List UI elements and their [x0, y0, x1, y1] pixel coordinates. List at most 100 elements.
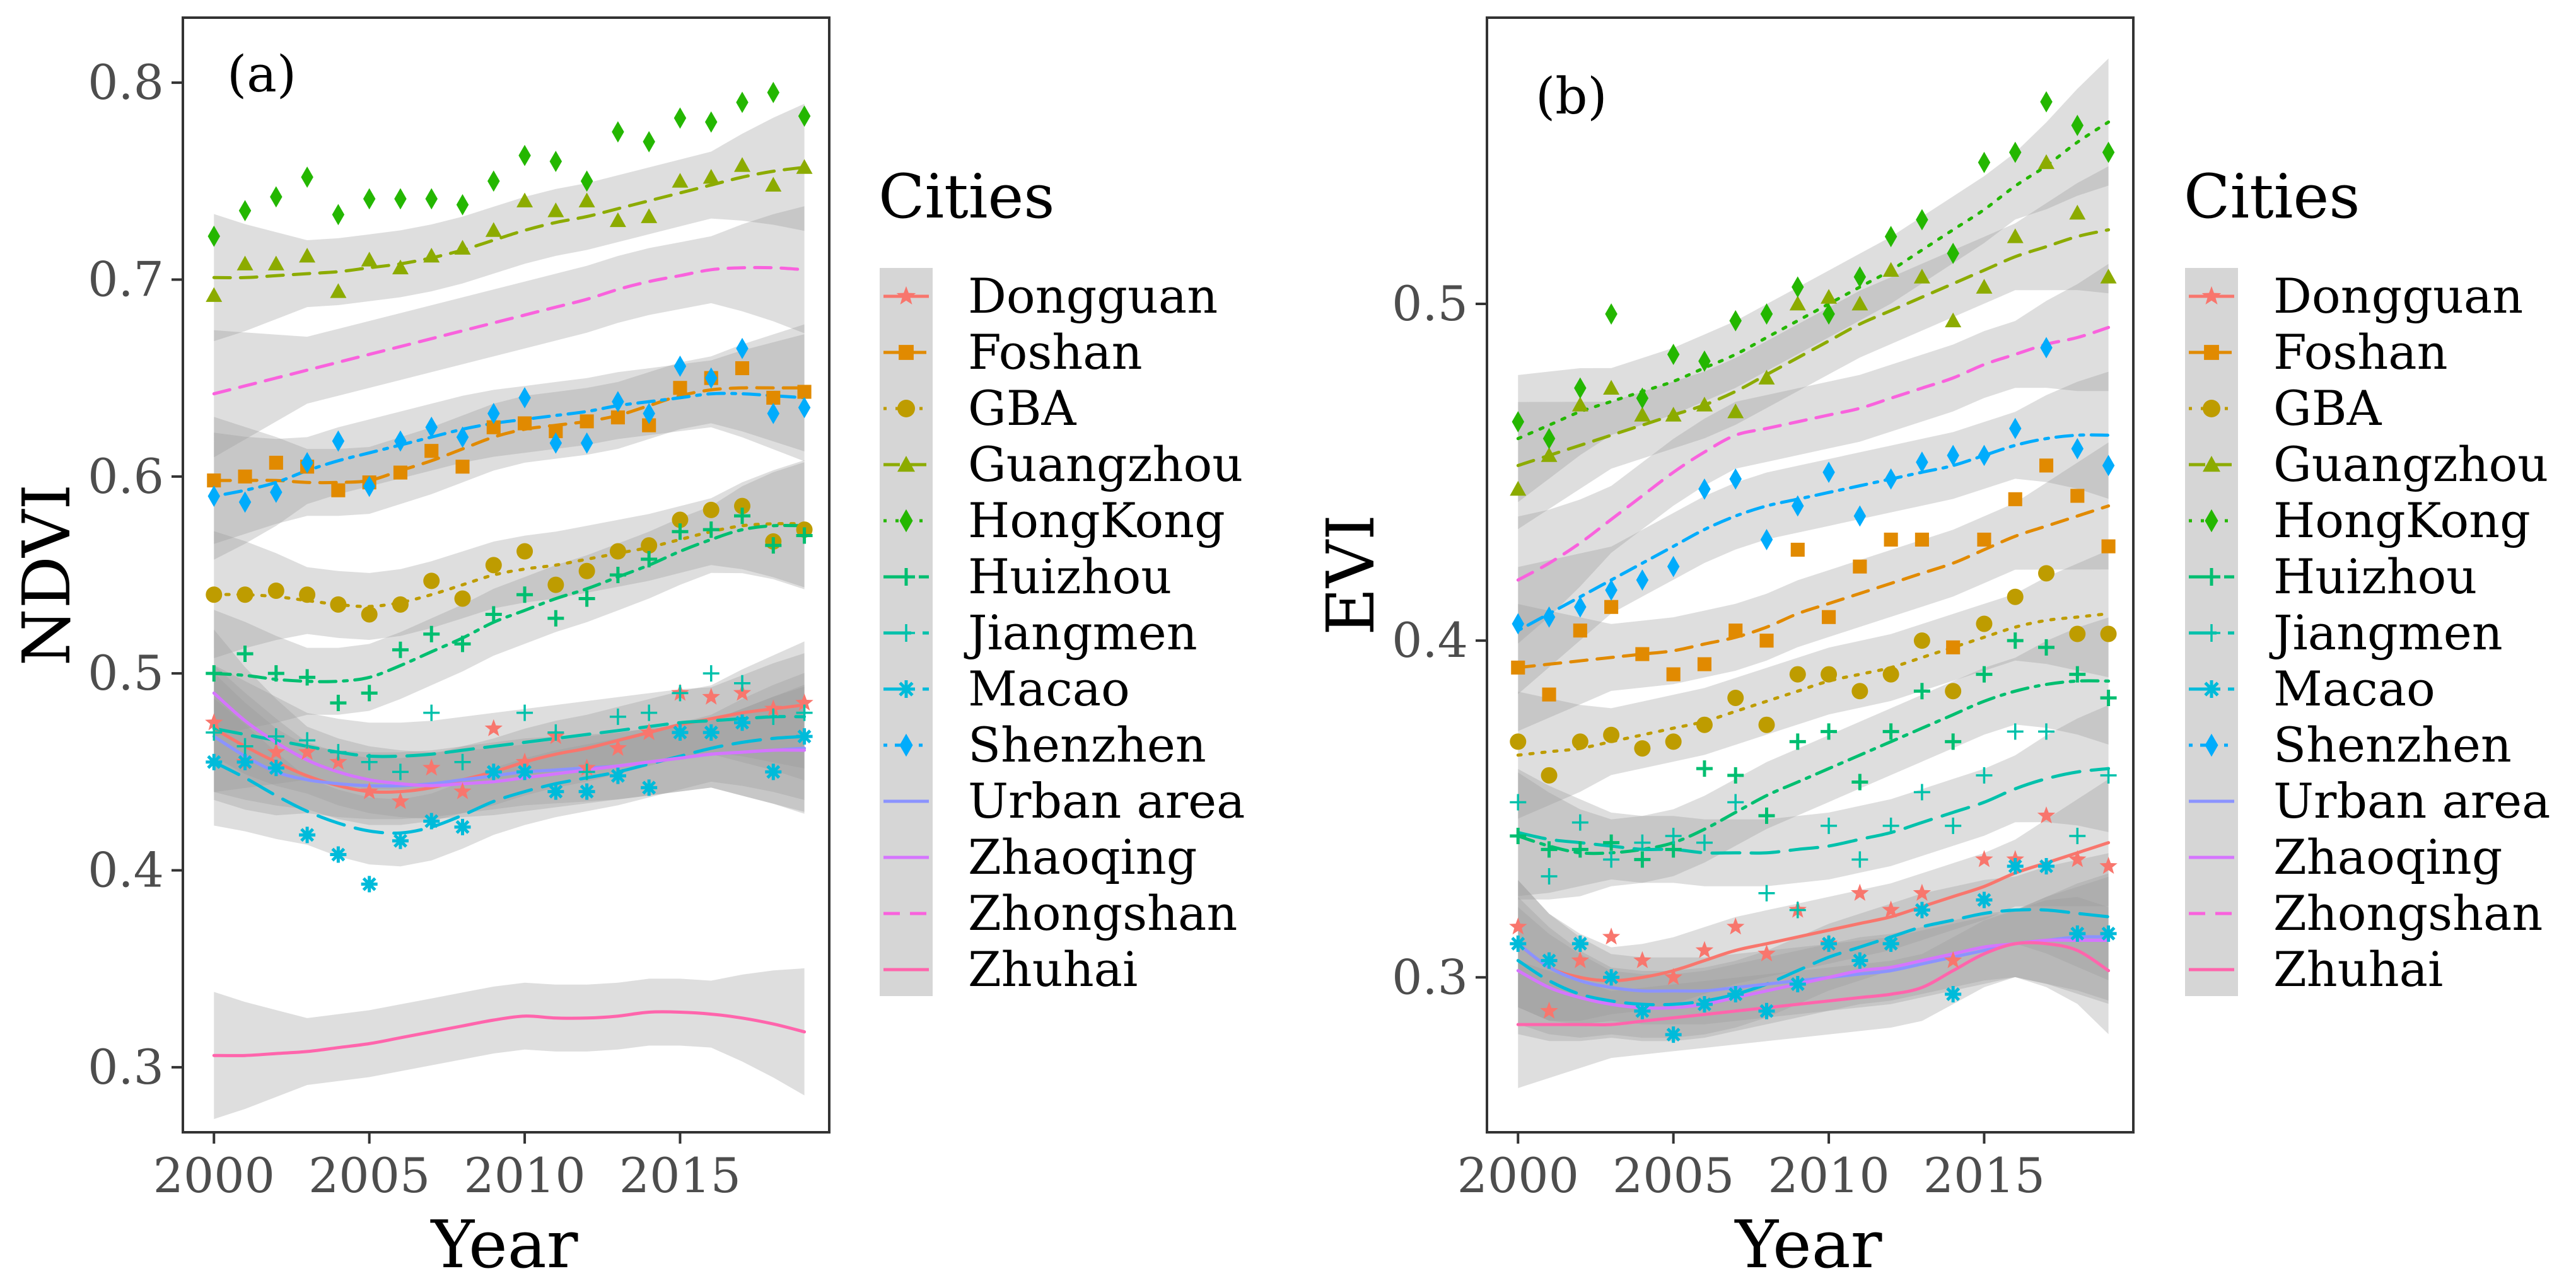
panel-b-label: (b)	[1536, 67, 1607, 125]
data-point-foshan	[2070, 489, 2085, 503]
data-point-foshan	[1604, 600, 1619, 614]
data-point-dongguan	[1602, 927, 1621, 945]
data-point-hongkong	[425, 188, 438, 210]
data-point-dongguan	[733, 683, 752, 701]
data-point-foshan	[1635, 647, 1650, 661]
data-point-foshan	[518, 416, 532, 431]
panel-b-trend-macao	[1516, 908, 2111, 1007]
data-point-guangzhou	[1851, 296, 1868, 311]
panel-a-trend-lines	[212, 165, 807, 1057]
data-point-jiangmen	[392, 763, 409, 780]
legend-item-zhongshan: Zhongshan	[2189, 885, 2543, 941]
data-point-huizhou	[423, 625, 440, 642]
data-point-jiangmen	[1758, 885, 1775, 902]
data-point-foshan	[1728, 624, 1743, 638]
data-point-gba	[1603, 726, 1620, 743]
legend-label: Zhuhai	[2273, 941, 2443, 997]
data-point-hongkong	[2008, 141, 2022, 163]
data-point-shenzhen	[425, 416, 438, 438]
data-point-macao	[796, 728, 813, 745]
legend-item-shenzhen: Shenzhen	[2189, 717, 2512, 773]
data-point-dongguan	[1664, 968, 1682, 985]
data-point-jiangmen	[1696, 834, 1713, 851]
data-point-guangzhou	[1758, 369, 1775, 385]
data-point-macao	[1789, 975, 1806, 992]
data-point-hongkong	[673, 107, 687, 129]
data-point-huizhou	[765, 537, 782, 554]
panel-a-ytick-label: 0.6	[88, 448, 164, 504]
panel-a-x-axis: 2000 2005 2010 2015	[153, 1132, 741, 1204]
panel-a-points-foshan	[207, 361, 812, 497]
panel-b-trend-zhongshan	[1516, 325, 2111, 582]
panel-a-xtick-label: 2015	[619, 1147, 741, 1204]
data-point-macao	[1913, 902, 1930, 919]
panel-a-trend-huizhou	[212, 523, 807, 683]
data-point-dongguan	[484, 719, 503, 736]
legend-key-marker	[896, 286, 916, 305]
legend-item-gba: GBA	[883, 380, 1077, 436]
panel-a-band-huizhou	[214, 462, 805, 737]
panel-b-points-foshan	[1511, 458, 2116, 702]
data-point-dongguan	[423, 758, 441, 776]
data-point-hongkong	[1978, 151, 1991, 173]
data-point-gba	[672, 511, 689, 528]
data-point-dongguan	[329, 752, 347, 770]
data-point-shenzhen	[1884, 468, 1897, 490]
data-point-gba	[702, 501, 720, 518]
data-point-macao	[2069, 925, 2086, 942]
data-point-guangzhou	[2069, 204, 2086, 220]
data-point-huizhou	[1913, 683, 1930, 700]
data-point-guangzhou	[2038, 154, 2055, 170]
data-point-gba	[454, 590, 471, 607]
data-point-jiangmen	[547, 724, 564, 741]
legend-a-title: Cities	[878, 161, 1055, 232]
data-point-gba	[236, 586, 254, 603]
panel-b-band-dongguan	[1518, 779, 2109, 1021]
data-point-shenzhen	[2040, 337, 2053, 359]
panel-a-points	[205, 81, 813, 893]
data-point-guangzhou	[299, 247, 316, 263]
legend-a: Cities DongguanFoshanGBAGuangzhouHongKon…	[878, 161, 1245, 997]
legend-item-jiangmen: Jiangmen	[2189, 605, 2503, 661]
data-point-guangzhou	[1882, 262, 1899, 277]
panel-b-trend-shenzhen	[1516, 433, 2111, 632]
data-point-macao	[1758, 1002, 1775, 1019]
data-point-macao	[2100, 925, 2117, 942]
legend-label: HongKong	[968, 492, 1225, 548]
data-point-hongkong	[332, 204, 345, 226]
data-point-shenzhen	[1667, 555, 1680, 577]
data-point-hongkong	[2102, 141, 2115, 163]
legend-key-marker	[899, 509, 913, 533]
legend-item-hongkong: HongKong	[2189, 492, 2531, 548]
panel-b-xtick-label: 2005	[1612, 1147, 1734, 1204]
data-point-gba	[2038, 565, 2055, 582]
data-point-guangzhou	[330, 283, 347, 298]
data-point-hongkong	[580, 170, 593, 192]
data-point-guangzhou	[547, 202, 564, 218]
panel-b-trend-huizhou	[1516, 679, 2111, 856]
panel-b-points-huizhou	[1510, 632, 2117, 868]
panel-b-band-shenzhen	[1518, 371, 2109, 694]
legend-label: Jiangmen	[2269, 605, 2503, 661]
data-point-hongkong	[643, 131, 655, 153]
data-point-macao	[765, 763, 782, 780]
legend-label: Zhaoqing	[968, 829, 1197, 885]
data-point-jiangmen	[609, 708, 626, 725]
legend-key-marker	[2203, 400, 2220, 417]
data-point-huizhou	[1571, 841, 1588, 858]
panel-a-trend-zhaoqing	[212, 691, 807, 787]
data-point-gba	[2100, 625, 2117, 642]
data-point-jiangmen	[2100, 767, 2117, 784]
panel-b-points	[1509, 91, 2118, 1043]
panel-b-points-shenzhen	[1512, 337, 2115, 635]
panel-b-points-guangzhou	[1510, 154, 2117, 496]
legend-label: Guangzhou	[2273, 436, 2548, 492]
panel-b-points-jiangmen	[1510, 723, 2117, 919]
data-point-huizhou	[206, 665, 223, 682]
data-point-shenzhen	[1760, 529, 1773, 550]
data-point-jiangmen	[1913, 784, 1930, 801]
panel-a-band-macao	[214, 673, 805, 867]
data-point-guangzhou	[578, 192, 595, 207]
data-point-foshan	[580, 414, 594, 429]
data-point-huizhou	[330, 695, 347, 712]
